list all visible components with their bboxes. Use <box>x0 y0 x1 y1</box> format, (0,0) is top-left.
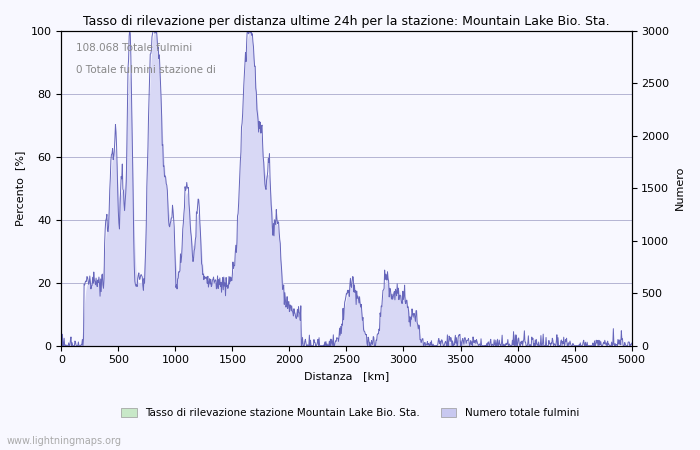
Text: www.lightningmaps.org: www.lightningmaps.org <box>7 436 122 446</box>
Text: 0 Totale fulmini stazione di: 0 Totale fulmini stazione di <box>76 65 216 75</box>
Y-axis label: Numero: Numero <box>675 166 685 210</box>
Y-axis label: Percento  [%]: Percento [%] <box>15 150 25 226</box>
Legend: Tasso di rilevazione stazione Mountain Lake Bio. Sta., Numero totale fulmini: Tasso di rilevazione stazione Mountain L… <box>117 404 583 422</box>
Text: 108.068 Totale fulmini: 108.068 Totale fulmini <box>76 43 192 53</box>
X-axis label: Distanza   [km]: Distanza [km] <box>304 371 389 381</box>
Title: Tasso di rilevazione per distanza ultime 24h per la stazione: Mountain Lake Bio.: Tasso di rilevazione per distanza ultime… <box>83 15 610 28</box>
